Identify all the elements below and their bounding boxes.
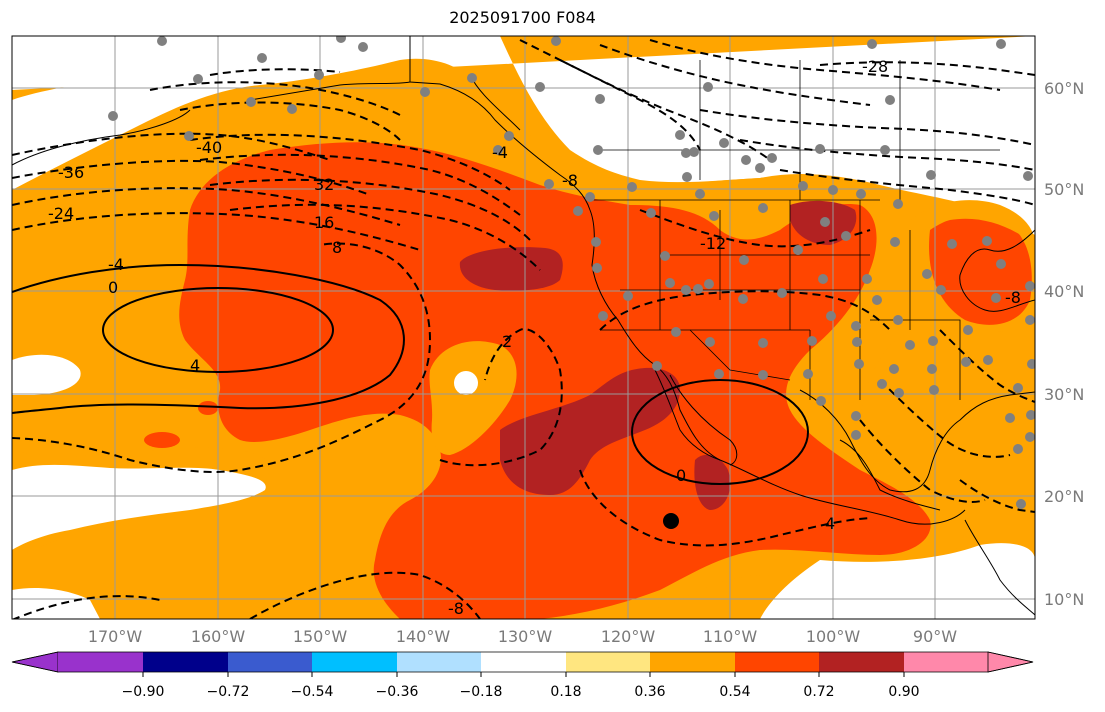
lon-label: 140°W bbox=[396, 627, 451, 646]
contour-label: -24 bbox=[48, 204, 74, 223]
contour-label: 0 bbox=[676, 466, 686, 485]
colorbar-segment bbox=[819, 652, 904, 672]
lat-label: 20°N bbox=[1044, 487, 1084, 506]
colorbar: −0.90 −0.72 −0.54 −0.36 −0.18 0.18 0.36 … bbox=[12, 652, 1033, 700]
contour-label: 8 bbox=[332, 238, 342, 257]
lat-label: 50°N bbox=[1044, 180, 1084, 199]
colorbar-extend-low bbox=[12, 652, 58, 672]
contour-label: -36 bbox=[58, 163, 84, 182]
colorbar-segment bbox=[904, 652, 988, 672]
contour-label: -8 bbox=[1005, 288, 1021, 307]
colorbar-segment bbox=[58, 652, 143, 672]
contour-label: -40 bbox=[196, 138, 222, 157]
colorbar-segment bbox=[312, 652, 397, 672]
colorbar-segment bbox=[143, 652, 228, 672]
lon-label: 170°W bbox=[88, 627, 143, 646]
contour-label: -8 bbox=[448, 599, 464, 618]
contour-label: 32 bbox=[314, 175, 334, 194]
contour-label: 2 bbox=[502, 332, 512, 351]
colorbar-tick: −0.90 bbox=[122, 684, 165, 700]
contour-label: -28 bbox=[862, 57, 888, 76]
contour-label: 16 bbox=[314, 213, 334, 232]
colorbar-tick: −0.18 bbox=[460, 684, 503, 700]
contour-label: 4 bbox=[190, 356, 200, 375]
lat-label: 30°N bbox=[1044, 385, 1084, 404]
colorbar-tick: 0.18 bbox=[550, 684, 581, 700]
lon-label: 100°W bbox=[806, 627, 861, 646]
lon-label: 150°W bbox=[293, 627, 348, 646]
lat-label: 60°N bbox=[1044, 79, 1084, 98]
colorbar-segment bbox=[481, 652, 566, 672]
colorbar-tick: 0.90 bbox=[888, 684, 919, 700]
contour-label: 0 bbox=[108, 278, 118, 297]
colorbar-extend-high bbox=[988, 652, 1033, 672]
lon-label: 160°W bbox=[191, 627, 246, 646]
colorbar-tick: −0.72 bbox=[207, 684, 250, 700]
map-area bbox=[12, 33, 1037, 620]
colorbar-tick: −0.54 bbox=[291, 684, 334, 700]
colorbar-segment bbox=[650, 652, 735, 672]
latitude-labels: 60°N 50°N 40°N 30°N 20°N 10°N bbox=[1044, 79, 1084, 609]
contour-label: -4 bbox=[492, 143, 508, 162]
lon-label: 130°W bbox=[498, 627, 553, 646]
contour-label: -8 bbox=[562, 171, 578, 190]
storm-center-marker bbox=[663, 513, 679, 529]
colorbar-segment bbox=[228, 652, 312, 672]
lon-label: 90°W bbox=[913, 627, 957, 646]
contour-label: -12 bbox=[700, 234, 726, 253]
contour-label: -4 bbox=[108, 255, 124, 274]
contour-label: 4 bbox=[825, 514, 835, 533]
lat-label: 10°N bbox=[1044, 590, 1084, 609]
colorbar-segment bbox=[735, 652, 819, 672]
lon-label: 110°W bbox=[703, 627, 758, 646]
colorbar-segment bbox=[397, 652, 481, 672]
colorbar-tick: −0.36 bbox=[376, 684, 419, 700]
colorbar-tick: 0.72 bbox=[803, 684, 834, 700]
colorbar-tick: 0.36 bbox=[634, 684, 665, 700]
lat-label: 40°N bbox=[1044, 282, 1084, 301]
longitude-labels: 170°W 160°W 150°W 140°W 130°W 120°W 110°… bbox=[88, 627, 957, 646]
clear-spot bbox=[454, 371, 478, 395]
colorbar-segment bbox=[566, 652, 650, 672]
lon-label: 120°W bbox=[601, 627, 656, 646]
colorbar-tick: 0.54 bbox=[719, 684, 750, 700]
